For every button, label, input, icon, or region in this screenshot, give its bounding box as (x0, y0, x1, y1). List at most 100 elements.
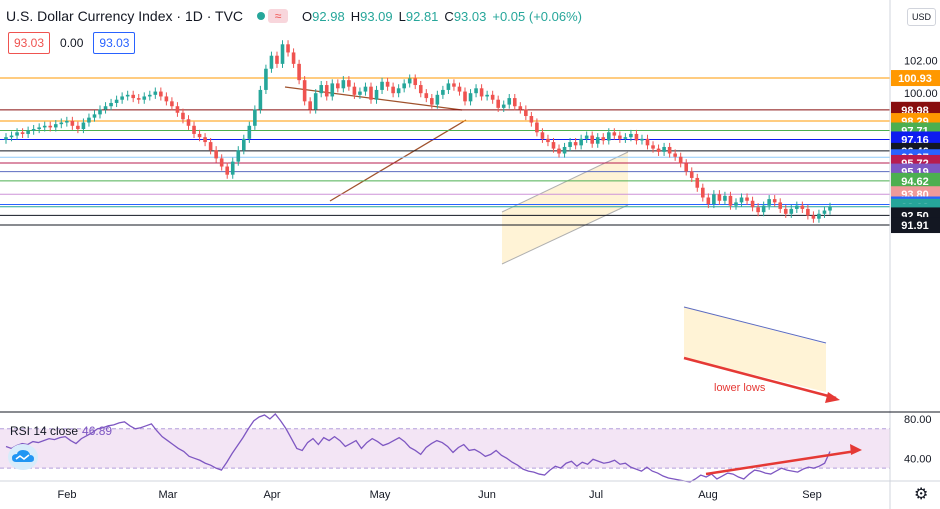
candle-body (374, 89, 379, 100)
candle-body (413, 78, 418, 86)
candle-body (236, 150, 241, 162)
candle-body (42, 125, 47, 128)
candle-body (474, 88, 478, 94)
candle-body (701, 187, 705, 198)
ascending-channel (502, 152, 628, 264)
candle-body (241, 138, 246, 151)
candle-body (70, 120, 75, 126)
candle-body (98, 109, 102, 115)
rsi-band (0, 428, 890, 469)
candle-body (485, 94, 489, 97)
candle-body (330, 83, 335, 97)
candle-body (147, 94, 152, 97)
rsi-line (5, 413, 831, 483)
candle-body (441, 89, 445, 95)
x-tick-label: Jun (478, 489, 496, 501)
candle-body (9, 135, 14, 138)
candle-body (452, 83, 456, 87)
candle-body (490, 94, 495, 100)
candles (4, 40, 832, 223)
candle-body (380, 81, 384, 90)
candle-body (120, 96, 124, 100)
candle-body (269, 55, 274, 69)
candle-body (336, 83, 340, 89)
symbol-title[interactable]: U.S. Dollar Currency Index · 1D · TVC (6, 8, 244, 24)
candle-body (352, 86, 357, 95)
level-label: 94.62 (901, 176, 929, 188)
close-value: 93.03 (453, 8, 487, 24)
candle-body (313, 93, 318, 110)
candle-body (667, 146, 672, 154)
candle-body (181, 112, 185, 120)
compare-icon[interactable]: ≈ (268, 9, 289, 23)
sell-button[interactable]: 93.03 (8, 32, 51, 54)
candle-body (557, 148, 561, 154)
open-key: O (302, 8, 313, 24)
candle-body (319, 85, 324, 94)
candle-body (789, 208, 794, 214)
candle-body (109, 102, 113, 107)
rsi-tick-label: 40.00 (904, 453, 932, 465)
change-value: +0.05 (+0.06%) (492, 8, 582, 24)
x-tick-label: Jul (589, 489, 603, 501)
x-tick-label: Aug (698, 489, 718, 501)
candle-body (684, 163, 689, 172)
gear-icon[interactable]: ⚙ (914, 486, 929, 503)
close-key: C (444, 8, 454, 24)
x-tick-label: May (370, 489, 391, 501)
candle-body (402, 83, 406, 89)
candle-body (551, 142, 556, 149)
candle-body (424, 93, 429, 99)
candle-body (457, 86, 462, 92)
candle-body (142, 96, 147, 100)
low-value: 92.81 (405, 8, 439, 24)
candle-body (745, 197, 749, 201)
candle-body (595, 137, 600, 144)
candle-body (822, 210, 827, 214)
candle-body (728, 195, 733, 206)
candle-body (396, 88, 401, 94)
x-tick-label: Apr (263, 489, 280, 501)
rsi-divergence-arrowhead (850, 444, 862, 455)
low-key: L (398, 8, 406, 24)
candle-body (678, 156, 683, 164)
candle-body (778, 202, 783, 209)
candle-body (31, 129, 36, 131)
candle-body (817, 213, 821, 219)
x-tick-label: Sep (802, 489, 822, 501)
candle-body (590, 135, 595, 144)
y-tick-label: 100.00 (904, 88, 938, 100)
candle-body (92, 114, 97, 118)
cloud-icon[interactable] (8, 444, 38, 470)
candle-body (81, 122, 86, 130)
candle-body (811, 215, 816, 219)
candle-body (125, 94, 130, 97)
candle-body (795, 205, 799, 209)
candle-body (568, 142, 572, 147)
candle-body (114, 99, 119, 103)
candle-body (136, 98, 141, 100)
currency-button[interactable]: USD (907, 8, 936, 26)
candle-body (712, 194, 716, 205)
buy-button[interactable]: 93.03 (93, 32, 136, 54)
candle-body (717, 194, 722, 201)
candle-body (253, 109, 257, 126)
drawn-shapes: lower lows (284, 86, 840, 403)
candle-body (546, 138, 550, 143)
candle-body (435, 94, 440, 105)
high-key: H (350, 8, 361, 24)
candle-body (479, 88, 484, 97)
x-tick-label: Mar (159, 489, 178, 501)
candle-body (673, 153, 677, 157)
candle-body (258, 89, 263, 110)
candle-body (623, 137, 628, 139)
candle-body (297, 63, 301, 81)
candle-body (170, 101, 174, 107)
candle-body (407, 78, 412, 84)
candle-body (430, 98, 434, 105)
candle-body (512, 98, 517, 107)
candle-body (214, 150, 218, 159)
candle-body (606, 132, 611, 141)
candle-body (291, 52, 296, 64)
